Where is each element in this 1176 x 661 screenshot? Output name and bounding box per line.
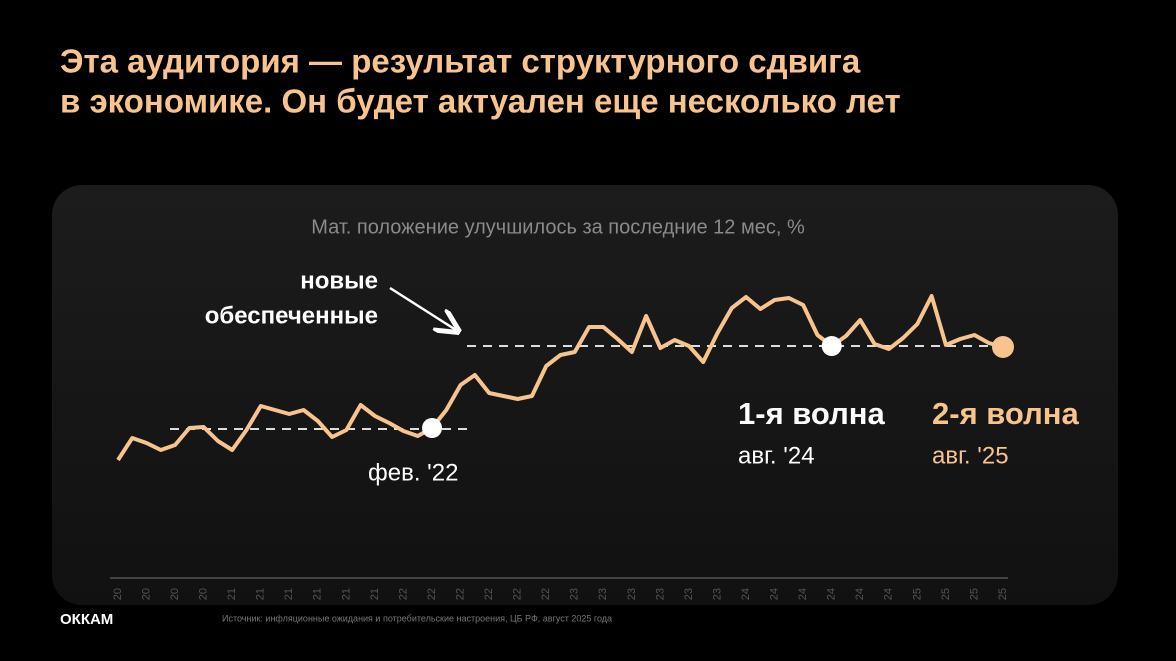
source: Источник: инфляционные ожидания и потреб… <box>222 613 612 623</box>
slide-title: Эта аудитория — результат структурного с… <box>60 43 861 80</box>
x-tick-label: 22 <box>426 588 438 600</box>
x-tick-label: 20 <box>140 588 152 600</box>
x-tick-label: 25 <box>968 588 980 600</box>
x-tick-label: 22 <box>512 588 524 600</box>
data-line <box>116 294 1004 462</box>
x-tick-label: 24 <box>740 588 752 600</box>
x-tick-label: 22 <box>454 588 466 600</box>
callout-text: обеспеченные <box>205 302 378 329</box>
x-tick-label: 24 <box>797 588 809 600</box>
x-tick-label: 23 <box>654 588 666 600</box>
annotation-label: авг. '25 <box>932 442 1009 469</box>
annotation-label: авг. '24 <box>738 442 815 469</box>
slide-title: в экономике. Он будет актуален еще неско… <box>60 83 901 120</box>
x-tick-label: 24 <box>883 588 895 600</box>
x-tick-label: 21 <box>226 588 238 600</box>
x-tick-label: 21 <box>283 588 295 600</box>
x-tick-label: 24 <box>854 588 866 600</box>
highlight-point <box>422 418 443 438</box>
x-tick-label: 21 <box>255 588 267 600</box>
x-tick-label: 20 <box>169 588 181 600</box>
x-tick-label: 21 <box>369 588 381 600</box>
highlight-point <box>821 336 842 356</box>
x-tick-label: 23 <box>569 588 581 600</box>
x-tick-label: 21 <box>312 588 324 600</box>
x-tick-label: 25 <box>940 588 952 600</box>
x-tick-label: 20 <box>198 588 210 600</box>
x-tick-label: 23 <box>711 588 723 600</box>
highlight-point <box>992 336 1014 358</box>
wave-title: 2-я волна <box>932 396 1079 431</box>
x-tick-label: 23 <box>597 588 609 600</box>
callout-arrow <box>389 286 456 330</box>
x-tick-label: 21 <box>340 588 352 600</box>
x-tick-label: 22 <box>483 588 495 600</box>
chart: Мат. положение улучшилось за последние 1… <box>110 216 1014 600</box>
chart-panel <box>52 185 1118 605</box>
x-tick-label: 25 <box>911 588 923 600</box>
x-tick-label: 22 <box>540 588 552 600</box>
callout-text: новые <box>300 267 378 294</box>
x-tick-label: 24 <box>826 588 838 600</box>
x-tick-label: 23 <box>683 588 695 600</box>
wave-title: 1-я волна <box>738 396 885 431</box>
x-tick-label: 22 <box>397 588 409 600</box>
x-tick-label: 23 <box>626 588 638 600</box>
x-tick-label: 24 <box>769 588 781 600</box>
chart-title: Мат. положение улучшилось за последние 1… <box>311 216 805 238</box>
x-tick-label: 20 <box>112 588 124 600</box>
annotation-label: фев. '22 <box>368 459 458 486</box>
x-tick-label: 25 <box>997 588 1009 600</box>
logo: ОККАМ <box>60 611 113 628</box>
